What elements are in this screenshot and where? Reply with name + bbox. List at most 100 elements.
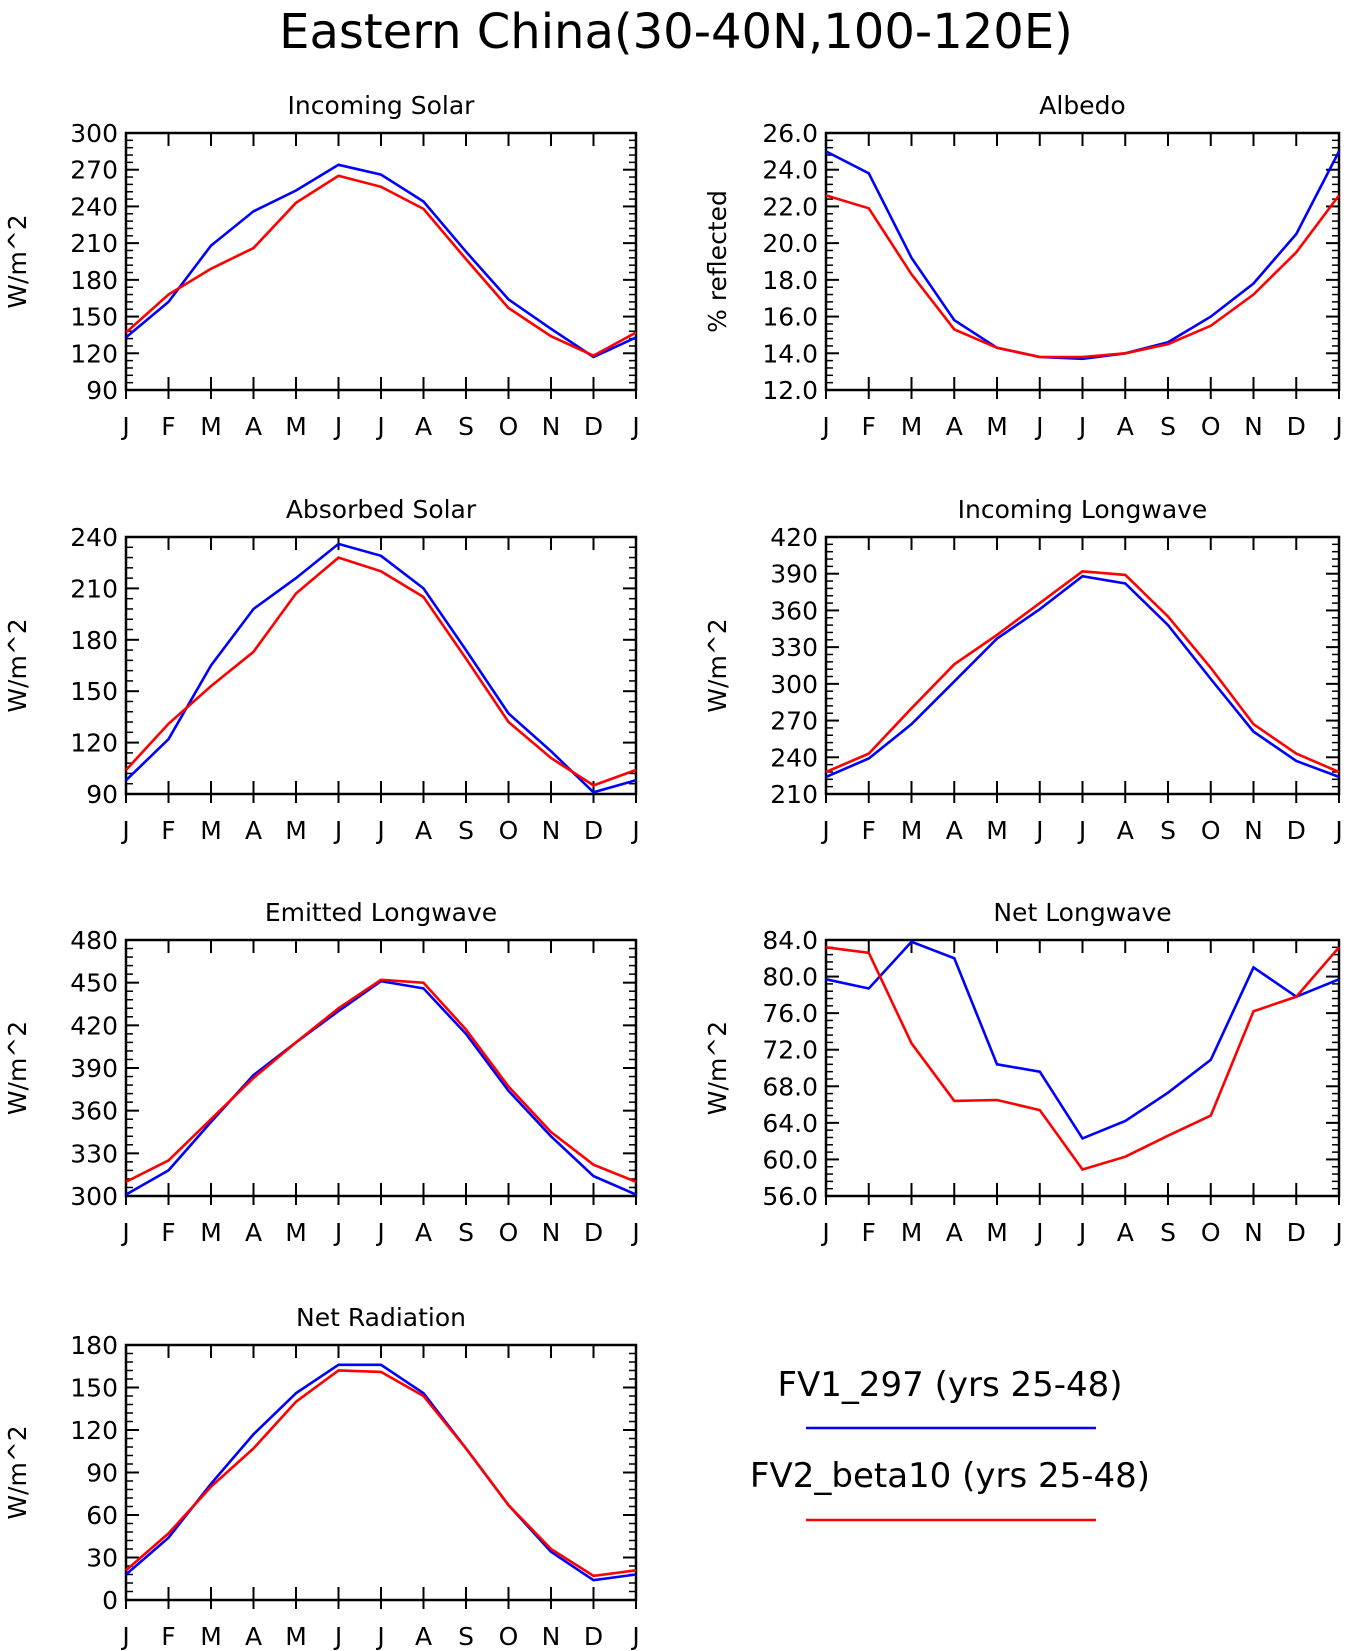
x-tick-label: O	[499, 1218, 519, 1247]
panel-incoming-longwave: J F M A M J J A S O N D J210240270300330360390420Inc…	[703, 495, 1343, 845]
x-tick-label: A	[946, 816, 963, 845]
x-tick-label: S	[458, 412, 474, 441]
y-tick-label: 150	[70, 1374, 118, 1403]
series-line-fv2-beta10	[125, 556, 637, 787]
series-line-fv1-297	[825, 574, 1340, 779]
x-tick-label: M	[901, 816, 923, 845]
x-tick-label: J	[120, 412, 129, 441]
legend-label-fv2: FV2_beta10 (yrs 25-48)	[750, 1456, 1150, 1496]
series-line-fv1-297	[825, 150, 1341, 361]
x-tick-label: J	[1034, 1218, 1043, 1247]
x-tick-label: J	[120, 1622, 129, 1651]
y-tick-label: 76.0	[762, 999, 818, 1028]
x-tick-label: O	[1201, 412, 1221, 441]
x-tick-label: J	[1034, 816, 1043, 845]
panels-group: J F M A M J J A S O N D J90120150180210240270300Inco…	[3, 91, 1343, 1651]
legend: FV1_297 (yrs 25-48) FV2_beta10 (yrs 25-4…	[750, 1365, 1150, 1522]
y-tick-label: 120	[70, 339, 118, 368]
x-tick-label: J	[120, 1218, 129, 1247]
x-tick-label: D	[1287, 412, 1306, 441]
x-tick-label: S	[1160, 1218, 1176, 1247]
x-tick-label: M	[986, 1218, 1008, 1247]
y-tick-label: 14.0	[762, 339, 818, 368]
y-tick-label: 240	[70, 192, 118, 221]
y-tick-label: 30	[86, 1544, 118, 1573]
x-tick-label: D	[584, 1218, 603, 1247]
y-tick-label: 68.0	[762, 1072, 818, 1101]
figure-title: Eastern China(30-40N,100-120E)	[279, 4, 1073, 60]
y-tick-label: 240	[70, 523, 118, 552]
y-tick-label: 360	[70, 1097, 118, 1126]
series-line-fv2-beta10	[125, 174, 637, 358]
y-tick-label: 450	[70, 969, 118, 998]
x-tick-label: J	[375, 1622, 384, 1651]
x-tick-label: M	[986, 412, 1008, 441]
x-tick-label: J	[333, 1218, 342, 1247]
x-tick-label: M	[285, 412, 307, 441]
y-tick-label: 120	[70, 1416, 118, 1445]
x-tick-label: J	[333, 1622, 342, 1651]
plot-frame	[124, 131, 638, 392]
x-tick-label: J	[1333, 1218, 1342, 1247]
x-tick-label: A	[245, 1622, 262, 1651]
y-axis-label: W/m^2	[3, 214, 32, 308]
y-axis-label: W/m^2	[703, 618, 732, 712]
x-tick-label: A	[415, 1218, 432, 1247]
y-tick-label: 60	[86, 1501, 118, 1530]
x-tick-label: F	[161, 816, 175, 845]
panel-net-longwave: J F M A M J J A S O N D J56.060.064.068.072.076.080.…	[703, 898, 1343, 1247]
y-tick-label: 390	[70, 1054, 118, 1083]
plot-frame	[124, 535, 638, 796]
y-tick-label: 270	[770, 707, 818, 736]
y-tick-label: 64.0	[762, 1109, 818, 1138]
x-tick-label: S	[458, 1218, 474, 1247]
x-tick-label: F	[161, 412, 175, 441]
y-tick-label: 180	[70, 266, 118, 295]
y-tick-label: 20.0	[762, 229, 818, 258]
x-tick-label: M	[901, 412, 923, 441]
y-tick-label: 420	[70, 1011, 118, 1040]
x-tick-label: F	[161, 1218, 175, 1247]
x-tick-label: D	[1287, 816, 1306, 845]
series-line-fv2-beta10	[125, 1369, 637, 1578]
y-axis-label: % reflected	[703, 190, 732, 333]
y-tick-label: 150	[70, 677, 118, 706]
y-tick-label: 22.0	[762, 192, 818, 221]
y-tick-label: 360	[770, 596, 818, 625]
x-tick-label: M	[901, 1218, 923, 1247]
series-line-fv1-297	[125, 163, 637, 359]
y-tick-label: 270	[70, 156, 118, 185]
y-tick-label: 84.0	[762, 926, 818, 955]
panel-title: Albedo	[1039, 91, 1125, 120]
panel-title: Incoming Longwave	[958, 495, 1208, 524]
x-tick-label: A	[415, 1622, 432, 1651]
x-tick-label: J	[1077, 816, 1086, 845]
plot-frame	[824, 938, 1341, 1198]
y-tick-label: 330	[70, 1139, 118, 1168]
panel-title: Emitted Longwave	[265, 898, 497, 927]
y-tick-label: 330	[770, 633, 818, 662]
y-tick-label: 12.0	[762, 376, 818, 405]
x-tick-label: O	[1201, 816, 1221, 845]
x-tick-label: J	[630, 1622, 639, 1651]
x-tick-label: M	[200, 816, 222, 845]
x-tick-label: O	[1201, 1218, 1221, 1247]
x-tick-label: M	[986, 816, 1008, 845]
series-line-fv2-beta10	[825, 946, 1340, 1172]
x-tick-label: J	[630, 1218, 639, 1247]
x-tick-label: M	[285, 1218, 307, 1247]
x-tick-label: A	[245, 412, 262, 441]
y-tick-label: 0	[102, 1586, 118, 1615]
x-tick-label: M	[200, 412, 222, 441]
y-tick-label: 300	[70, 1182, 118, 1211]
x-tick-label: J	[375, 816, 384, 845]
y-tick-label: 480	[70, 926, 118, 955]
x-tick-label: J	[820, 1218, 829, 1247]
y-tick-label: 300	[770, 670, 818, 699]
y-tick-label: 420	[770, 523, 818, 552]
x-tick-label: A	[245, 1218, 262, 1247]
x-tick-label: D	[1287, 1218, 1306, 1247]
x-tick-label: A	[1117, 816, 1134, 845]
y-tick-label: 390	[770, 560, 818, 589]
